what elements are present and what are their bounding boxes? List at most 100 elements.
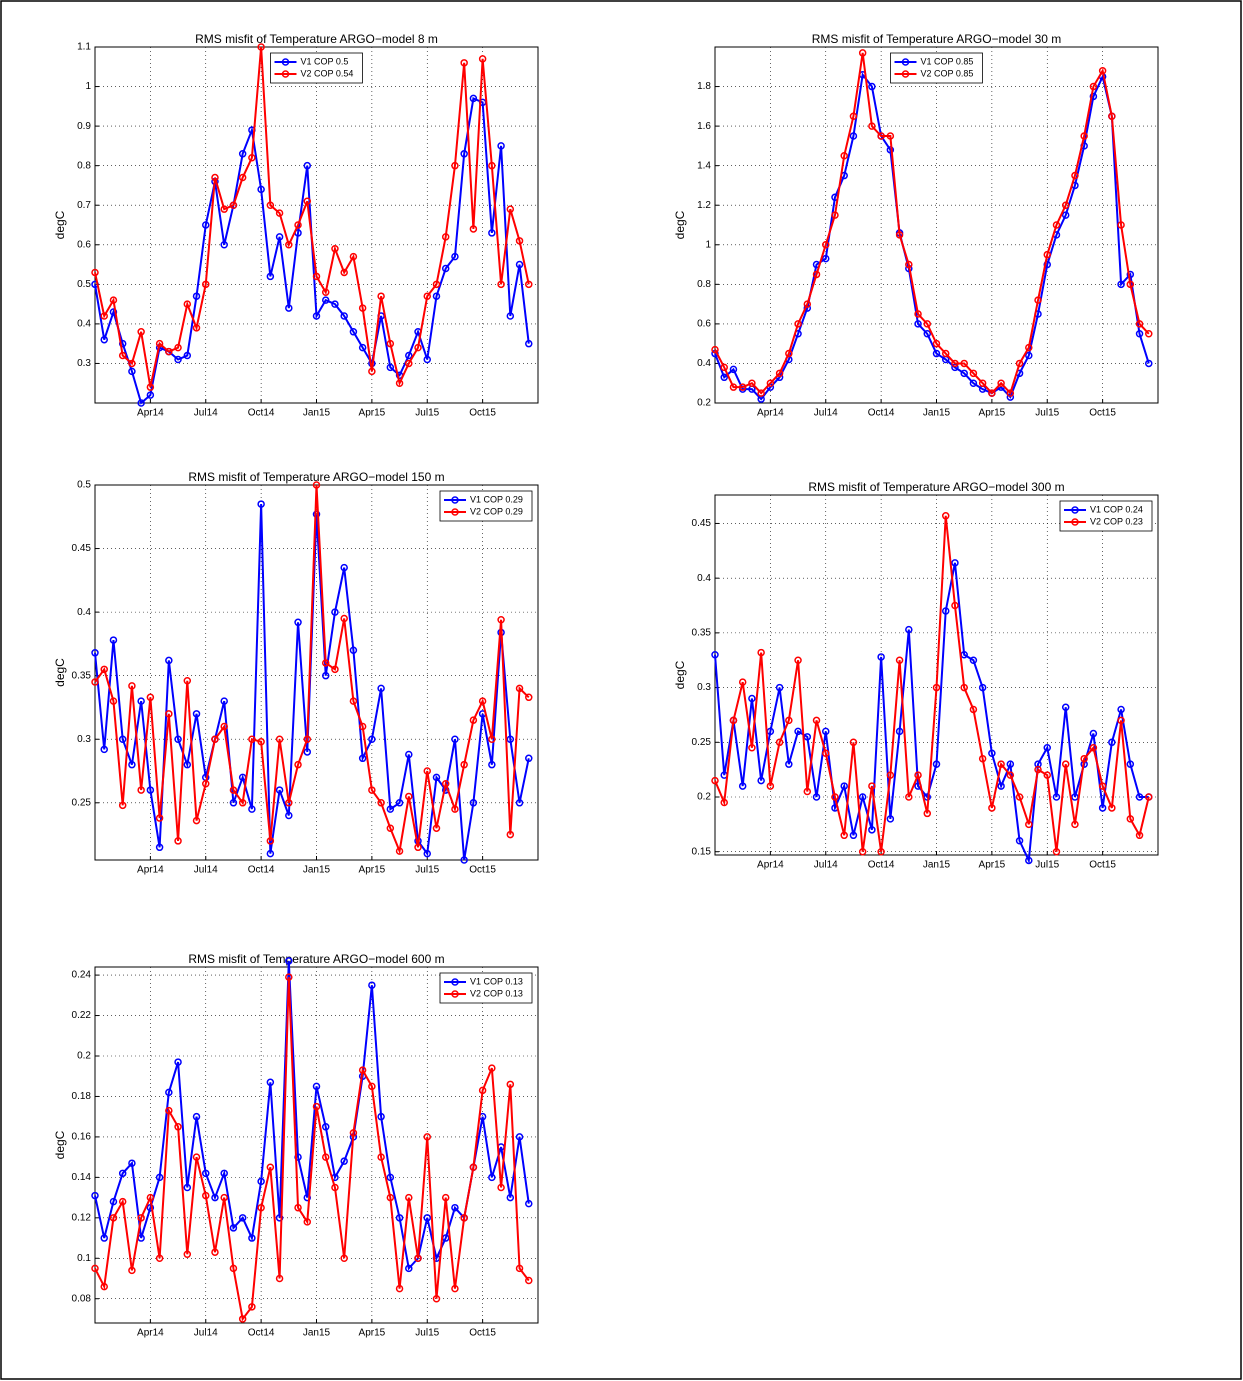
data-point [886, 771, 895, 779]
y-tick-label: 0.2 [697, 398, 711, 409]
y-tick-label: 1.1 [77, 42, 91, 53]
data-point [497, 615, 505, 624]
data-point [285, 799, 293, 807]
data-point [349, 1129, 358, 1137]
data-point [497, 1183, 505, 1192]
data-point [257, 43, 265, 51]
data-point [386, 363, 395, 372]
y-tick-label: 0.18 [72, 1091, 92, 1102]
data-point [525, 754, 533, 763]
y-tick-label: 0.4 [697, 358, 711, 369]
data-point [137, 786, 145, 794]
data-point [738, 678, 747, 686]
data-point [488, 1064, 496, 1072]
data-point [100, 1234, 108, 1242]
data-point [488, 229, 496, 237]
data-point [738, 383, 747, 391]
legend-label: V1 COP 0.5 [301, 56, 349, 66]
data-point [506, 312, 515, 320]
data-point [155, 339, 164, 348]
data-point [137, 697, 145, 705]
data-point [478, 697, 487, 705]
y-tick-label: 1 [705, 239, 711, 250]
data-point [285, 973, 293, 981]
data-point [285, 811, 293, 820]
x-tick-label: Jan15 [923, 860, 951, 871]
x-tick-label: Jul14 [194, 408, 218, 419]
x-tick-label: Apr15 [979, 860, 1006, 871]
data-point [321, 288, 330, 296]
data-point [321, 671, 330, 680]
data-point [469, 716, 478, 724]
data-point [969, 379, 978, 387]
data-point [877, 653, 885, 661]
data-point [238, 1214, 247, 1222]
data-point [868, 782, 876, 790]
y-tick-label: 0.45 [72, 543, 92, 554]
data-point [895, 656, 904, 664]
data-point [1080, 754, 1088, 763]
data-point [729, 716, 738, 725]
data-point [488, 1173, 496, 1182]
data-point [441, 1193, 450, 1202]
data-point [192, 292, 201, 300]
data-point [349, 252, 358, 261]
data-point [1135, 330, 1144, 338]
data-point [1034, 765, 1042, 774]
y-tick-label: 0.3 [77, 358, 91, 369]
data-point [405, 1193, 413, 1202]
data-point [738, 782, 747, 790]
y-tick-label: 0.35 [692, 628, 712, 639]
data-point [358, 343, 367, 352]
data-point [192, 816, 201, 825]
data-point [414, 1254, 422, 1263]
x-tick-label: Jul14 [194, 1328, 218, 1339]
data-point [1098, 804, 1107, 812]
data-point [303, 1218, 312, 1226]
plot-frame [714, 494, 1159, 856]
series-line [94, 960, 530, 1271]
data-point [266, 849, 275, 858]
data-point [257, 738, 265, 746]
data-point [785, 760, 793, 768]
data-point [812, 793, 821, 801]
data-point [812, 270, 821, 279]
data-point [1117, 280, 1125, 289]
data-point [423, 355, 431, 364]
data-point [377, 799, 385, 807]
data-point [109, 308, 118, 316]
data-point [174, 1123, 182, 1131]
data-point [257, 1203, 265, 1212]
data-point [368, 1082, 376, 1091]
legend-label: V1 COP 0.85 [921, 56, 974, 66]
data-point [405, 792, 413, 801]
data-point [932, 683, 941, 692]
data-point [1025, 820, 1033, 829]
data-point [137, 1214, 145, 1222]
data-point [358, 754, 367, 763]
data-point [766, 379, 775, 387]
data-point [914, 771, 922, 779]
data-point [720, 798, 728, 807]
data-point [211, 735, 219, 743]
y-axis-label: degC [53, 1130, 67, 1159]
y-tick-label: 0.5 [77, 480, 91, 491]
data-point [211, 1193, 219, 1202]
data-point [969, 369, 978, 378]
data-point [128, 1159, 136, 1167]
data-point [775, 369, 784, 378]
data-point [174, 735, 182, 743]
data-point [1061, 201, 1070, 209]
x-tick-label: Oct15 [469, 865, 496, 876]
y-tick-label: 0.2 [77, 1051, 91, 1062]
data-point [229, 799, 238, 807]
data-point [478, 55, 487, 63]
data-point [469, 799, 478, 807]
data-point [451, 161, 459, 170]
data-point [294, 618, 302, 627]
y-tick-label: 0.08 [72, 1293, 92, 1304]
x-tick-label: Oct14 [868, 408, 895, 419]
legend-marker [901, 70, 910, 78]
data-point [515, 684, 524, 693]
data-point [1145, 359, 1153, 368]
